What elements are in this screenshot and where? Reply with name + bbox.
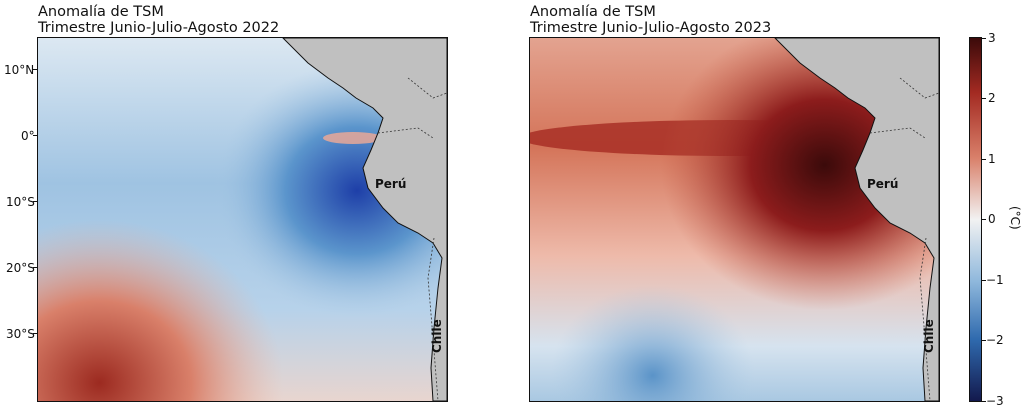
lat-tick-mark [33, 201, 37, 202]
lat-tick-label: 30°S [6, 327, 35, 341]
country-label-chile: Chile [922, 319, 936, 353]
sst-anomaly-map-2023: Perú Chile [529, 37, 940, 402]
colorbar-tick-label: 1 [988, 152, 996, 166]
sst-anomaly-map-2022: Perú Chile [37, 37, 448, 402]
lat-tick-mark [33, 135, 37, 136]
country-label-peru: Perú [375, 177, 406, 191]
lat-tick-mark [33, 333, 37, 334]
colorbar-tick-label: 0 [988, 212, 996, 226]
lat-tick-label: 0° [21, 129, 35, 143]
lat-tick-label: 10°S [6, 195, 35, 209]
colorbar-tick-mark [982, 340, 986, 341]
colorbar-tick-label: −1 [986, 273, 1004, 287]
lat-tick-mark [33, 69, 37, 70]
lat-tick-label: 20°S [6, 261, 35, 275]
map-title-line2: Trimestre Junio-Julio-Agosto 2023 [530, 20, 772, 36]
map-title-line1: Anomalía de TSM [530, 4, 656, 20]
lat-tick-label: 10°N [4, 63, 35, 77]
country-label-peru: Perú [867, 177, 898, 191]
colorbar-tick-mark [982, 38, 986, 39]
country-label-chile: Chile [430, 319, 444, 353]
colorbar-tick-mark [982, 98, 986, 99]
colorbar-tick-label: −2 [986, 333, 1004, 347]
colorbar-tick-mark [982, 159, 986, 160]
lat-tick-mark [33, 267, 37, 268]
colorbar-tick-label: 3 [988, 31, 996, 45]
map-title-line1: Anomalía de TSM [38, 4, 164, 20]
colorbar-tick-label: 2 [988, 91, 996, 105]
colorbar-tick-mark [982, 401, 986, 402]
map-title-line2: Trimestre Junio-Julio-Agosto 2022 [38, 20, 280, 36]
colorbar-unit-label: (°C) [1008, 206, 1022, 230]
colorbar-tick-label: −3 [986, 394, 1004, 408]
colorbar-gradient [969, 37, 982, 402]
colorbar-tick-mark [982, 219, 986, 220]
colorbar-tick-mark [982, 280, 986, 281]
